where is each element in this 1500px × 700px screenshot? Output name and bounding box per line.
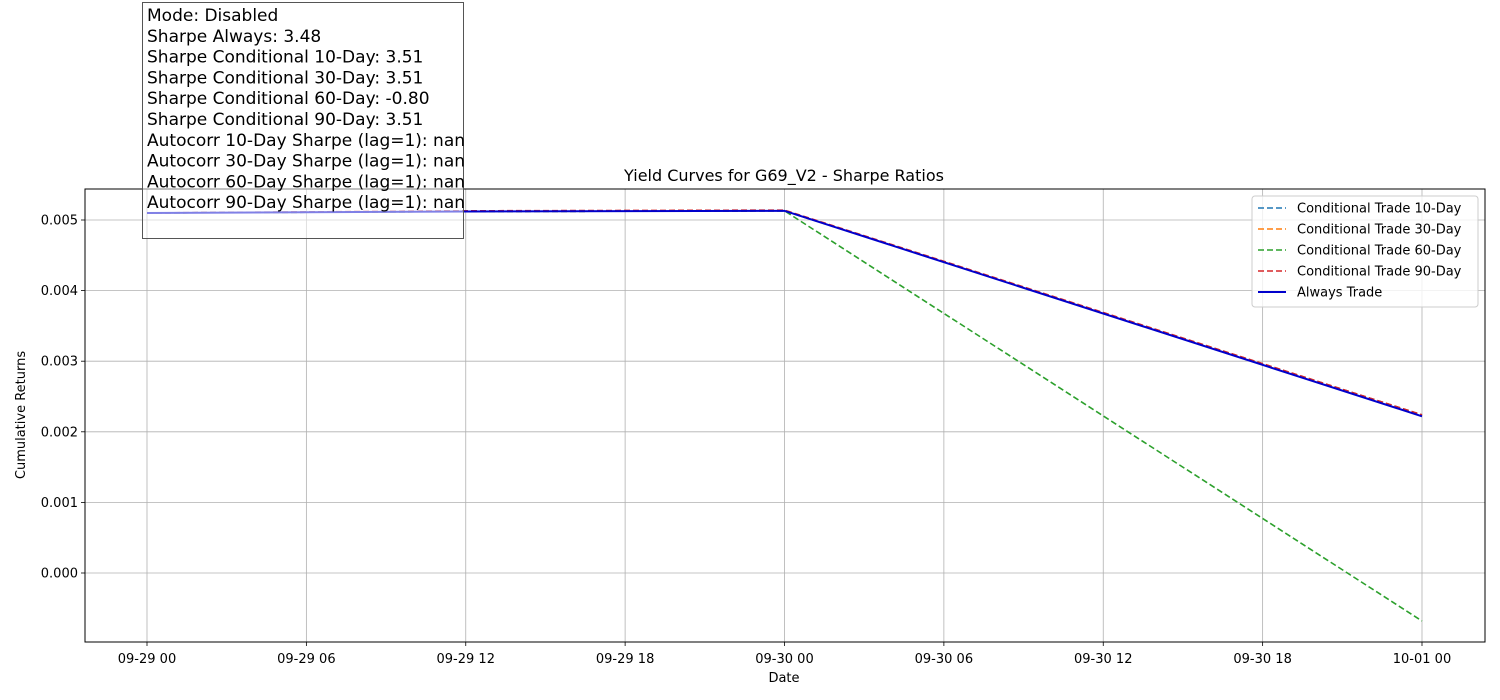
legend: Conditional Trade 10-Day Conditional Trad…: [1251, 195, 1479, 308]
plot-frame: [84, 188, 1486, 643]
x-tick-label: 09-30 00: [755, 652, 813, 667]
y-tick-label: 0.003: [41, 355, 78, 370]
x-tick-label: 09-29 12: [437, 652, 495, 667]
annotation-line: Sharpe Conditional 60-Day: -0.80: [147, 89, 430, 109]
y-tick-label: 0.002: [41, 425, 78, 440]
y-tick-label: 0.004: [41, 284, 78, 299]
annotation-line: Sharpe Conditional 90-Day: 3.51: [147, 110, 423, 130]
annotation-line: Mode: Disabled: [147, 6, 278, 26]
annotation-frame: [142, 2, 464, 239]
x-tick-label: 09-29 06: [277, 652, 335, 667]
y-tick-label: 0.001: [41, 496, 78, 511]
x-tick-label: 09-29 18: [596, 652, 654, 667]
annotation-line: Autocorr 60-Day Sharpe (lag=1): nan: [147, 172, 465, 192]
annotation-line: Autocorr 10-Day Sharpe (lag=1): nan: [147, 131, 465, 151]
x-tick-label: 09-29 00: [118, 652, 176, 667]
x-tick-label: 10-01 00: [1393, 652, 1451, 667]
annotation-line: Autocorr 90-Day Sharpe (lag=1): nan: [147, 193, 465, 213]
legend-frame: [1251, 195, 1479, 308]
legend-label: Conditional Trade 10-Day: [1297, 202, 1462, 217]
y-axis-label: Cumulative Returns: [14, 351, 29, 479]
legend-label: Conditional Trade 30-Day: [1297, 223, 1462, 238]
y-tick-label: 0.005: [41, 214, 78, 229]
annotation-line: Sharpe Conditional 10-Day: 3.51: [147, 48, 423, 68]
tick-layer: 09-29 00 09-29 06 09-29 12 09-29 18 09-30 00…: [41, 214, 1451, 668]
x-axis-label: Date: [768, 671, 799, 686]
legend-label: Conditional Trade 90-Day: [1297, 265, 1462, 280]
chart-title: Yield Curves for G69_V2 - Sharpe Ratios: [623, 166, 944, 186]
x-tick-label: 09-30 18: [1233, 652, 1291, 667]
annotation-line: Autocorr 30-Day Sharpe (lag=1): nan: [147, 152, 465, 172]
annotation-line: Sharpe Conditional 30-Day: 3.51: [147, 68, 423, 88]
legend-label: Conditional Trade 60-Day: [1297, 244, 1462, 259]
x-tick-label: 09-30 06: [915, 652, 973, 667]
y-tick-label: 0.000: [41, 567, 78, 582]
x-tick-label: 09-30 12: [1074, 652, 1132, 667]
legend-label: Always Trade: [1297, 286, 1382, 301]
annotation-line: Sharpe Always: 3.48: [147, 27, 321, 47]
